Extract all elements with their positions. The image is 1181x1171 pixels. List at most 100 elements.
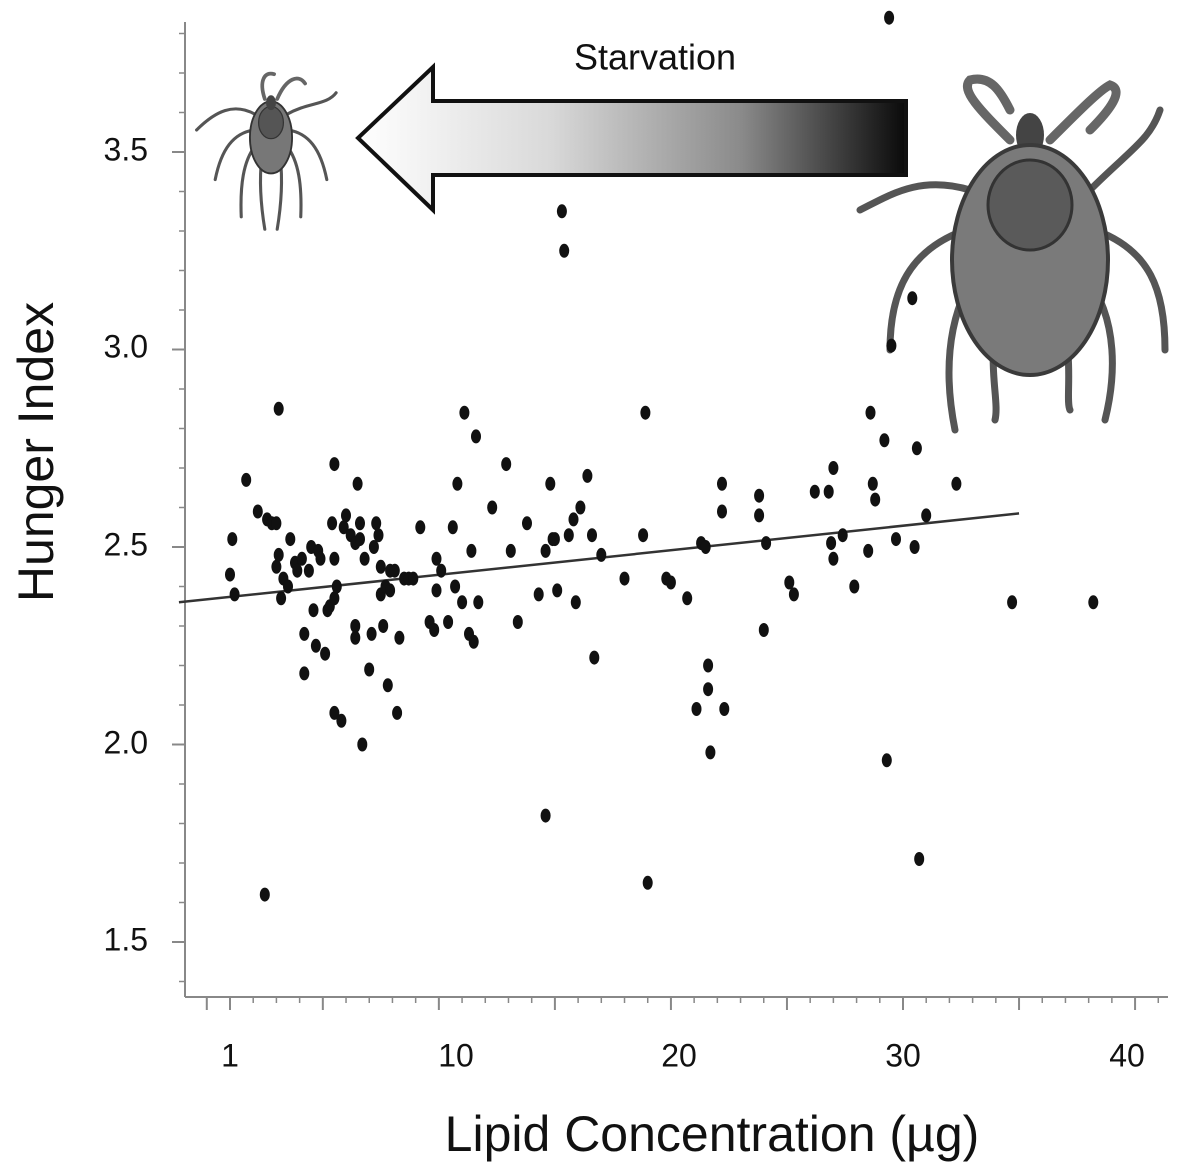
data-point [638, 528, 649, 543]
data-point [225, 567, 235, 582]
data-point [359, 551, 370, 566]
data-point [299, 626, 310, 641]
data-point [303, 563, 314, 578]
data-point [837, 528, 848, 543]
data-point [292, 563, 303, 578]
data-point [392, 705, 403, 720]
data-point [285, 532, 296, 547]
data-point [327, 516, 338, 531]
data-point [533, 587, 544, 602]
data-point [761, 536, 772, 551]
data-point [252, 504, 263, 519]
data-point [914, 852, 925, 866]
data-point [540, 808, 551, 823]
data-point [619, 571, 630, 586]
data-point [717, 476, 727, 491]
data-point [487, 500, 498, 515]
data-point [457, 595, 468, 610]
data-point [951, 476, 962, 491]
x-tick-label: 1 [221, 1037, 239, 1073]
data-point [691, 702, 702, 716]
data-point [703, 658, 714, 673]
data-point [505, 543, 516, 558]
data-point [299, 666, 310, 681]
large-tick-icon [856, 74, 1169, 434]
data-point [473, 595, 484, 610]
data-point [229, 587, 240, 602]
data-point [450, 579, 461, 594]
data-point [373, 528, 384, 543]
data-point [596, 547, 607, 562]
data-point [754, 488, 765, 503]
x-tick-label: 30 [885, 1037, 921, 1073]
data-point [823, 484, 834, 499]
data-point [682, 591, 693, 606]
y-tick-label: 1.5 [104, 921, 148, 957]
data-point [382, 678, 393, 693]
data-point [350, 619, 361, 633]
data-point [364, 662, 375, 677]
data-points [225, 10, 1099, 902]
data-point [341, 508, 351, 523]
data-point [378, 619, 389, 633]
data-point [1007, 595, 1018, 610]
data-point [355, 516, 365, 531]
axes [172, 22, 1168, 1010]
data-point [867, 476, 878, 491]
x-tick-label: 20 [661, 1037, 697, 1073]
data-point [431, 551, 442, 566]
data-point [849, 579, 860, 594]
data-point [352, 476, 363, 491]
data-point [329, 591, 340, 606]
data-point [271, 559, 282, 574]
data-point [700, 540, 711, 554]
y-axis-title: Hunger Index [8, 302, 64, 602]
data-point [329, 551, 340, 566]
data-point [758, 623, 769, 637]
data-point [501, 457, 512, 472]
data-point [368, 540, 379, 554]
y-minor-ticks [172, 32, 185, 983]
data-point [870, 492, 881, 507]
data-point [512, 615, 523, 629]
data-point [338, 520, 349, 535]
data-point [717, 504, 727, 519]
data-point [559, 243, 570, 258]
y-tick-labels: 1.5 2.0 2.5 3.0 3.5 [104, 131, 148, 957]
data-point [350, 630, 361, 645]
data-point [408, 571, 419, 586]
data-point [582, 468, 593, 483]
x-tick-labels: 1 10 20 30 40 [221, 1037, 1145, 1073]
data-point [809, 484, 820, 499]
data-point [522, 516, 532, 531]
data-point [570, 595, 581, 610]
data-point [447, 520, 458, 535]
data-point [357, 737, 368, 752]
data-point [784, 575, 795, 590]
data-point [259, 887, 270, 902]
data-point [466, 543, 477, 558]
data-point [310, 638, 321, 653]
data-point [575, 500, 586, 515]
data-point [828, 461, 839, 475]
data-point [879, 433, 890, 448]
data-point [227, 532, 238, 547]
data-point [315, 551, 326, 566]
data-point [640, 405, 651, 420]
data-point [865, 405, 876, 420]
small-tick-icon [195, 71, 338, 231]
data-point [556, 204, 567, 219]
data-point [549, 532, 560, 547]
data-point [921, 508, 932, 523]
data-point [329, 457, 340, 472]
data-point [273, 547, 284, 562]
data-point [429, 623, 440, 637]
data-point [545, 476, 556, 491]
data-point [468, 634, 479, 649]
data-point [754, 508, 765, 523]
data-point [563, 528, 574, 543]
data-point [452, 476, 463, 491]
data-point [907, 291, 918, 306]
data-point [886, 338, 897, 353]
